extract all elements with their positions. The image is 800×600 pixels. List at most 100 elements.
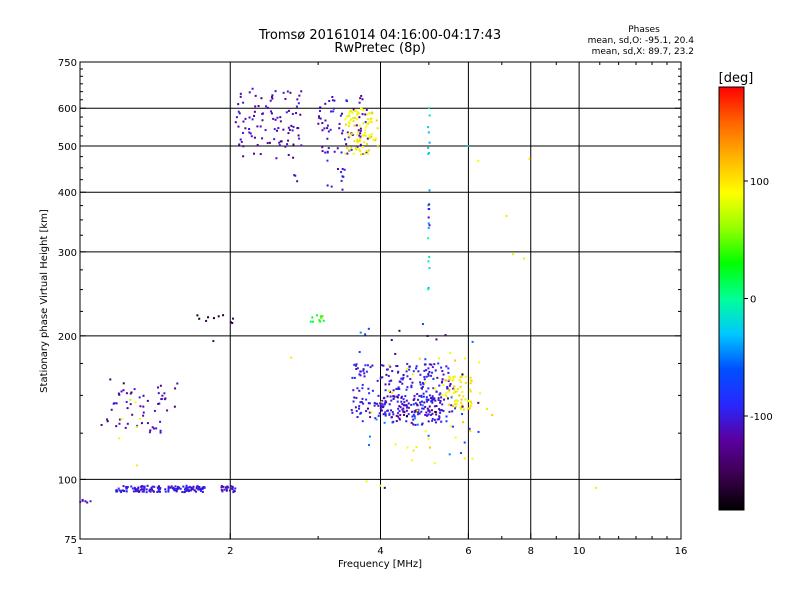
data-point — [343, 168, 346, 171]
data-point — [431, 366, 434, 369]
data-point — [344, 152, 347, 155]
data-point — [393, 395, 396, 398]
data-point — [355, 410, 358, 413]
colorbar-ticks: -100 0 100 — [744, 177, 773, 423]
data-point — [242, 101, 245, 104]
data-point — [395, 414, 398, 417]
data-point — [177, 485, 180, 488]
data-point — [140, 485, 143, 488]
data-point — [358, 116, 361, 119]
data-point — [420, 394, 423, 397]
data-point — [365, 125, 368, 128]
data-point — [427, 374, 430, 377]
data-point — [358, 351, 361, 354]
data-point — [384, 400, 387, 403]
data-point — [277, 127, 280, 130]
data-point — [279, 140, 282, 143]
data-point — [445, 395, 448, 398]
data-point — [289, 91, 292, 94]
data-point — [341, 129, 344, 132]
data-point — [110, 408, 113, 411]
data-point — [443, 398, 446, 401]
data-point — [156, 386, 159, 389]
y-tick-label: 75 — [64, 535, 77, 546]
data-point — [464, 398, 467, 401]
data-point — [292, 143, 295, 146]
data-point — [279, 116, 282, 119]
data-point — [376, 379, 379, 382]
data-point — [150, 486, 153, 489]
data-point — [239, 92, 242, 95]
data-point — [321, 129, 324, 132]
data-point — [318, 109, 321, 112]
data-point — [469, 400, 472, 403]
data-point — [466, 400, 469, 403]
data-point — [421, 400, 424, 403]
data-point — [150, 488, 153, 491]
data-point — [126, 422, 129, 425]
data-point — [356, 141, 359, 144]
data-point — [366, 364, 369, 367]
data-point — [271, 97, 274, 100]
data-point — [368, 134, 371, 137]
data-point — [348, 114, 351, 117]
data-point — [373, 404, 376, 407]
data-point — [420, 410, 423, 413]
data-point — [405, 420, 408, 423]
data-point — [458, 378, 461, 381]
data-point — [405, 415, 408, 418]
data-point — [118, 422, 121, 425]
data-point — [466, 407, 469, 410]
data-point — [311, 316, 314, 319]
data-point — [192, 485, 195, 488]
data-point — [448, 375, 451, 378]
data-point — [430, 409, 433, 412]
data-point — [448, 410, 451, 413]
data-point — [164, 490, 167, 493]
data-point — [424, 405, 427, 408]
data-point — [158, 402, 161, 405]
data-point — [461, 405, 464, 408]
data-point — [297, 102, 300, 105]
data-point — [425, 398, 428, 401]
data-point — [432, 398, 435, 401]
data-point — [434, 421, 437, 424]
data-point — [354, 406, 357, 409]
data-point — [374, 139, 377, 142]
data-point — [362, 369, 365, 372]
data-point — [329, 128, 332, 131]
data-point — [389, 395, 392, 398]
data-point — [398, 418, 401, 421]
data-point — [351, 411, 354, 414]
data-point — [397, 412, 400, 415]
data-point — [354, 116, 357, 119]
data-point — [461, 373, 464, 376]
data-point — [346, 115, 349, 118]
data-point — [405, 370, 408, 373]
data-point — [428, 114, 431, 117]
data-point — [396, 396, 399, 399]
data-point — [341, 132, 344, 135]
data-point — [433, 397, 436, 400]
data-point — [363, 134, 366, 137]
data-point — [253, 136, 256, 139]
data-point — [422, 383, 425, 386]
data-point — [264, 129, 267, 132]
data-point — [125, 400, 128, 403]
data-point — [197, 488, 200, 491]
data-point — [159, 384, 162, 387]
data-point — [140, 422, 143, 425]
data-point — [402, 407, 405, 410]
data-point — [336, 167, 339, 170]
data-point — [413, 397, 416, 400]
data-point — [444, 393, 447, 396]
data-point — [449, 377, 452, 380]
data-point — [412, 418, 415, 421]
data-point — [351, 132, 354, 135]
data-point — [431, 419, 434, 422]
data-point — [198, 317, 201, 320]
data-point — [167, 489, 170, 492]
data-point — [355, 124, 358, 127]
data-point — [406, 362, 409, 365]
data-point — [433, 418, 436, 421]
